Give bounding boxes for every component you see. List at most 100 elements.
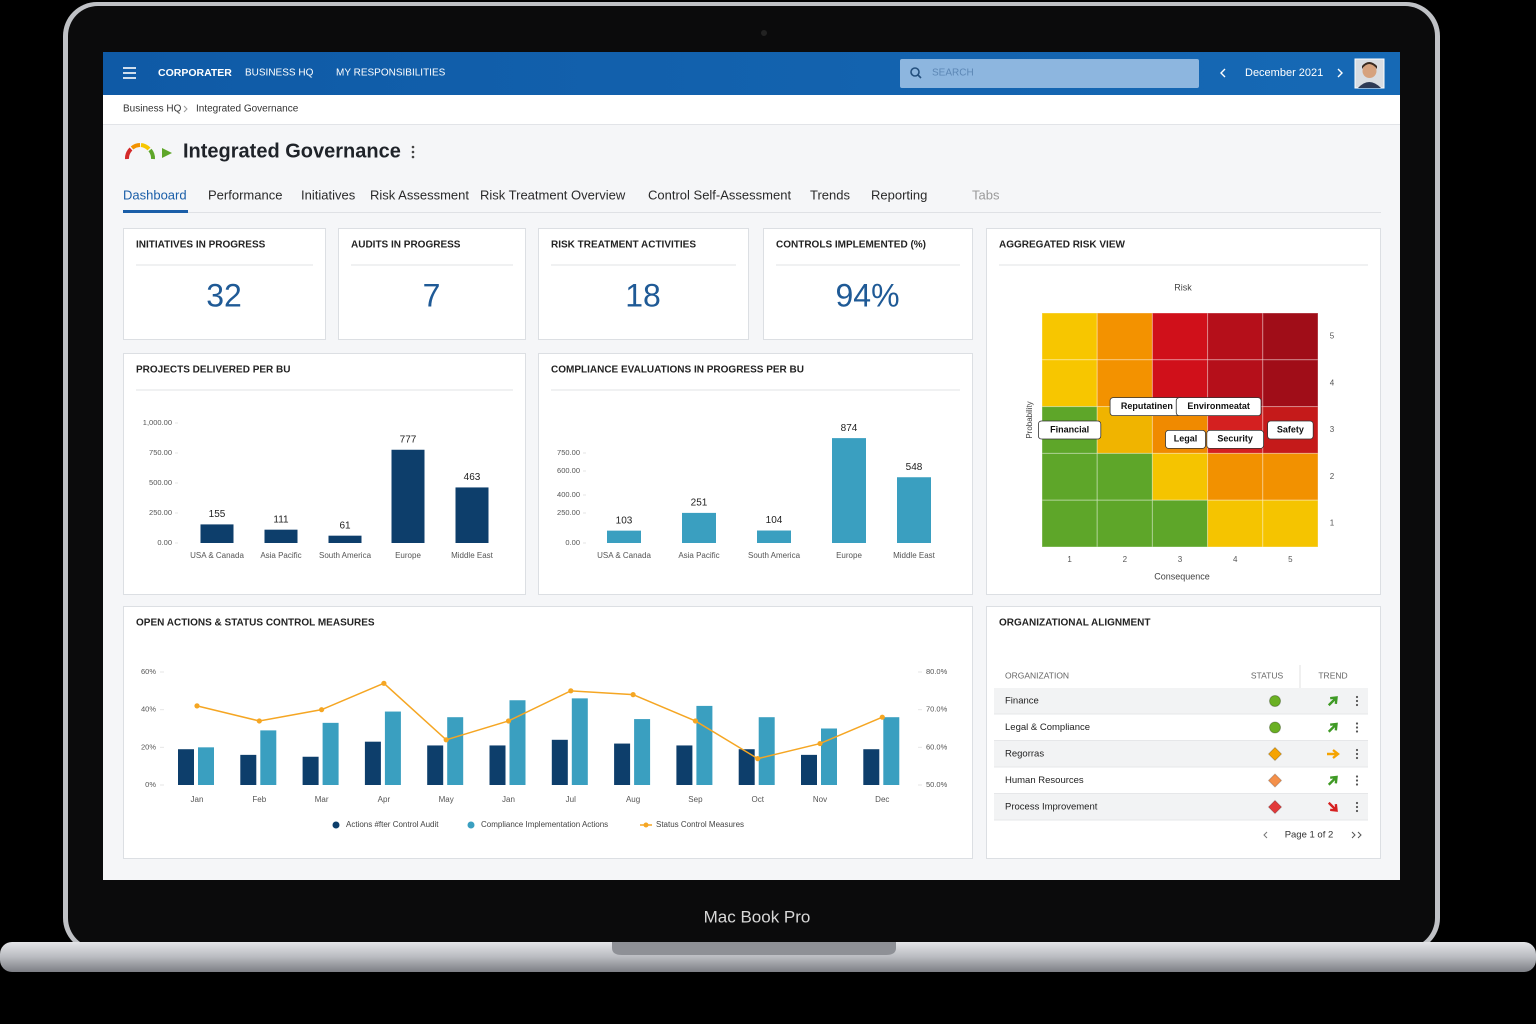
- x-tick-label: 3: [1178, 555, 1183, 564]
- row-menu[interactable]: [1355, 730, 1359, 733]
- risk-marker[interactable]: [1038, 420, 1102, 440]
- tab[interactable]: Trends: [810, 187, 850, 202]
- card-title: PROJECTS DELIVERED PER BU: [136, 365, 290, 376]
- menu-icon[interactable]: [123, 67, 136, 79]
- card-title: CONTROLS IMPLEMENTED (%): [776, 240, 926, 251]
- bar: [240, 754, 257, 785]
- tab[interactable]: Reporting: [871, 187, 927, 202]
- nav-link[interactable]: BUSINESS HQ: [245, 68, 314, 79]
- pager-last[interactable]: [1357, 831, 1362, 839]
- tab[interactable]: Dashboard: [123, 187, 187, 202]
- bar: [738, 749, 755, 785]
- line-point: [630, 692, 636, 698]
- table-row[interactable]: [994, 767, 1368, 794]
- tab[interactable]: Initiatives: [301, 187, 356, 202]
- y-tick-label: 40%: [141, 705, 156, 714]
- y-tick-label: 5: [1330, 332, 1335, 341]
- laptop-base: [0, 942, 1536, 972]
- bar: [427, 745, 444, 785]
- line-point: [194, 703, 200, 709]
- row-menu[interactable]: [1355, 703, 1359, 707]
- row-menu[interactable]: [1355, 775, 1359, 778]
- line-point: [319, 707, 325, 713]
- x-tick-label: 2: [1123, 555, 1128, 564]
- row-menu[interactable]: [1355, 801, 1359, 805]
- table-row[interactable]: [994, 688, 1368, 714]
- legend-label: Status Control Measures: [656, 820, 744, 829]
- status-icon: [1269, 721, 1281, 734]
- next-period[interactable]: [1337, 68, 1343, 78]
- row-menu[interactable]: [1355, 695, 1359, 699]
- bar: [821, 728, 837, 785]
- column-header: ORGANIZATION: [1005, 670, 1069, 680]
- prev-period[interactable]: [1220, 68, 1226, 78]
- breadcrumb-link[interactable]: Business HQ: [123, 104, 182, 115]
- breadcrumb-current: Integrated Governance: [196, 104, 299, 115]
- row-menu[interactable]: [1355, 752, 1359, 756]
- kpi-card: [763, 228, 973, 340]
- risk-marker[interactable]: [1165, 429, 1206, 449]
- bar: [634, 719, 651, 785]
- risk-cell: [1041, 452, 1098, 501]
- risk-marker[interactable]: [1175, 397, 1262, 417]
- row-menu[interactable]: [1355, 783, 1359, 786]
- nav-link[interactable]: MY RESPONSIBILITIES: [336, 68, 446, 79]
- value-label: 111: [273, 514, 289, 525]
- bar: [489, 745, 506, 785]
- title-menu[interactable]: [411, 145, 415, 159]
- value-label: 251: [691, 498, 708, 509]
- risk-cell: [1096, 499, 1153, 548]
- y2-tick-label: 80.0%: [926, 667, 948, 676]
- pager-text: Page 1 of 2: [1285, 830, 1334, 841]
- y-tick-label: 4: [1330, 378, 1335, 387]
- table-row[interactable]: [994, 794, 1368, 820]
- tab[interactable]: Control Self-Assessment: [648, 187, 791, 202]
- risk-cell: [1041, 359, 1098, 408]
- breadcrumb-separator: [183, 105, 188, 113]
- search-box[interactable]: [900, 59, 1199, 88]
- line-point: [443, 737, 449, 743]
- avatar[interactable]: [1354, 58, 1385, 89]
- table-row[interactable]: [994, 741, 1368, 767]
- organization-name: Human Resources: [1005, 775, 1084, 786]
- bar: [178, 749, 194, 785]
- row-menu[interactable]: [1355, 748, 1359, 752]
- pager-next[interactable]: [1351, 831, 1356, 839]
- y-tick-label: 2: [1330, 472, 1335, 481]
- row-menu[interactable]: [1355, 805, 1359, 809]
- tab[interactable]: Risk Treatment Overview: [480, 187, 626, 202]
- row-menu[interactable]: [1355, 722, 1359, 725]
- x-tick-label: Middle East: [451, 551, 494, 560]
- pager-prev[interactable]: [1263, 831, 1268, 839]
- card-title: OPEN ACTIONS & STATUS CONTROL MEASURES: [136, 618, 375, 629]
- table-row[interactable]: [994, 714, 1368, 741]
- risk-marker[interactable]: [1267, 420, 1314, 440]
- card-title: AUDITS IN PROGRESS: [351, 240, 461, 251]
- tab[interactable]: Risk Assessment: [370, 187, 469, 202]
- risk-cell: [1207, 499, 1264, 548]
- gauge-icon: [125, 143, 172, 160]
- risk-marker[interactable]: [1206, 429, 1265, 449]
- risk-label: Safety: [1277, 424, 1304, 434]
- y-tick-label: 1: [1330, 519, 1335, 528]
- line-point: [256, 718, 262, 724]
- x-tick-label: Jan: [502, 795, 515, 804]
- x-tick-label: Apr: [378, 795, 391, 804]
- x-tick-label: Europe: [395, 551, 421, 560]
- tab[interactable]: Tabs: [972, 187, 1000, 202]
- row-menu[interactable]: [1355, 756, 1359, 760]
- risk-cell: [1207, 312, 1264, 361]
- bar: [607, 530, 641, 543]
- row-menu[interactable]: [1355, 779, 1359, 782]
- bar: [384, 711, 401, 785]
- y-tick-label: 0%: [145, 780, 156, 789]
- tab[interactable]: Performance: [208, 187, 282, 202]
- card-title: INITIATIVES IN PROGRESS: [136, 240, 266, 251]
- y2-tick-label: 50.0%: [926, 780, 948, 789]
- value-label: 463: [464, 472, 481, 483]
- row-menu[interactable]: [1355, 699, 1359, 703]
- risk-cell: [1262, 312, 1319, 361]
- legend-swatch: [332, 821, 340, 829]
- row-menu[interactable]: [1355, 809, 1359, 813]
- row-menu[interactable]: [1355, 726, 1359, 729]
